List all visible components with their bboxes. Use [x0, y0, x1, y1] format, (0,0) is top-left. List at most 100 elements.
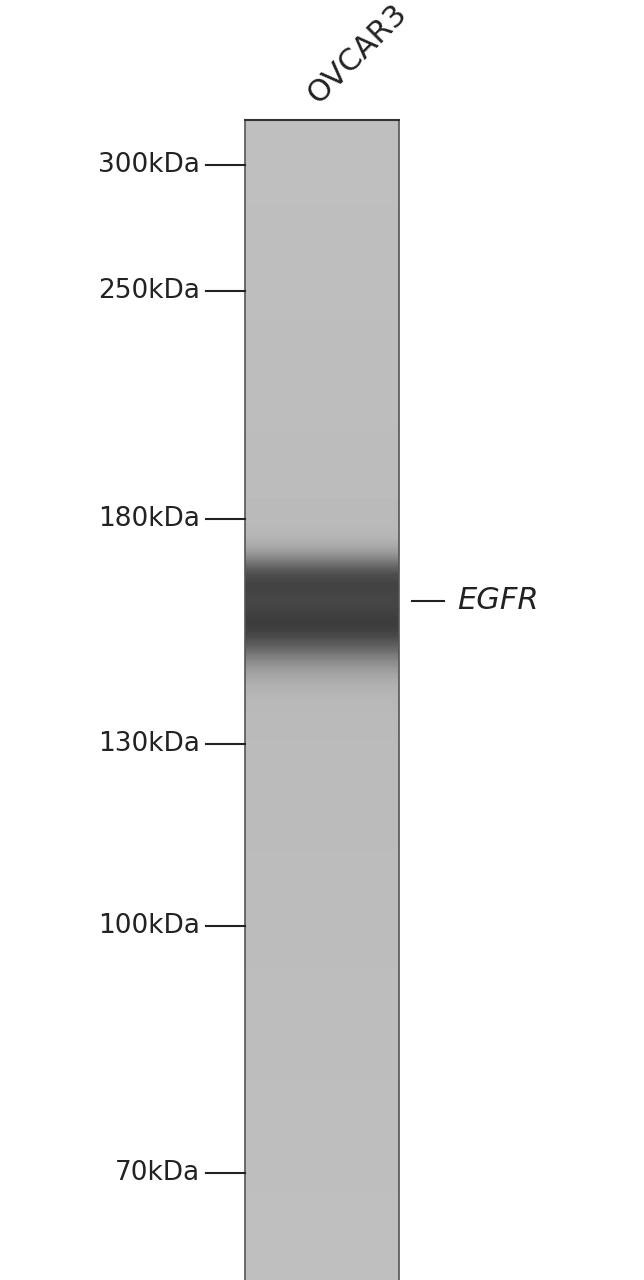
Bar — [245, 582, 399, 584]
Bar — [245, 1094, 399, 1098]
Bar — [245, 596, 399, 599]
Bar — [245, 539, 399, 541]
Bar — [245, 581, 399, 582]
Bar — [245, 1006, 399, 1010]
Bar — [245, 244, 399, 248]
Bar — [245, 426, 399, 430]
Bar — [245, 966, 399, 970]
Bar — [245, 595, 399, 598]
Bar — [245, 558, 399, 561]
Bar — [245, 476, 399, 480]
Bar — [245, 943, 399, 947]
Bar — [245, 576, 399, 580]
Bar — [245, 1129, 399, 1133]
Bar — [245, 982, 399, 987]
Bar — [245, 573, 399, 576]
Bar — [245, 515, 399, 518]
Bar — [245, 694, 399, 696]
Bar — [245, 128, 399, 132]
Bar — [245, 576, 399, 579]
Bar — [245, 716, 399, 719]
Bar — [245, 561, 399, 564]
Bar — [245, 616, 399, 617]
Bar — [245, 513, 399, 516]
Bar — [245, 503, 399, 506]
Bar — [245, 1272, 399, 1276]
Bar — [245, 570, 399, 571]
Bar — [245, 663, 399, 666]
Bar — [245, 614, 399, 617]
Bar — [245, 502, 399, 503]
Bar — [245, 147, 399, 151]
Bar — [245, 690, 399, 692]
Bar — [245, 559, 399, 562]
Bar — [245, 256, 399, 260]
Bar — [245, 275, 399, 279]
Bar — [245, 143, 399, 147]
Bar — [245, 612, 399, 614]
Bar — [245, 604, 399, 608]
Bar — [245, 520, 399, 522]
Bar — [245, 863, 399, 867]
Text: EGFR: EGFR — [457, 586, 539, 616]
Bar — [245, 731, 399, 735]
Bar — [245, 344, 399, 348]
Bar — [245, 221, 399, 225]
Bar — [245, 568, 399, 571]
Bar — [245, 559, 399, 561]
Bar — [245, 1037, 399, 1041]
Bar — [245, 1184, 399, 1188]
Bar — [245, 268, 399, 271]
Bar — [245, 699, 399, 701]
Bar — [245, 692, 399, 696]
Bar — [245, 1025, 399, 1029]
Bar — [245, 689, 399, 691]
Bar — [245, 237, 399, 241]
Bar — [245, 1268, 399, 1272]
Bar — [245, 588, 399, 589]
Bar — [245, 836, 399, 840]
Bar — [245, 186, 399, 189]
Bar — [245, 590, 399, 593]
Bar — [245, 529, 399, 530]
Bar — [245, 151, 399, 155]
Bar — [245, 987, 399, 991]
Bar — [245, 666, 399, 668]
Bar — [245, 762, 399, 765]
Bar — [245, 672, 399, 675]
Bar — [245, 1041, 399, 1044]
Bar — [245, 995, 399, 998]
Bar — [245, 639, 399, 641]
Bar — [245, 878, 399, 882]
Text: 300kDa: 300kDa — [98, 152, 200, 178]
Bar — [245, 549, 399, 550]
Bar — [245, 696, 399, 700]
Bar — [245, 673, 399, 677]
Bar — [245, 739, 399, 742]
Bar — [245, 648, 399, 650]
Bar — [245, 586, 399, 589]
Bar — [245, 553, 399, 556]
Bar — [245, 1014, 399, 1018]
Bar — [245, 584, 399, 588]
Bar — [245, 449, 399, 453]
Bar — [245, 541, 399, 544]
Bar — [245, 571, 399, 572]
Bar — [245, 1211, 399, 1215]
Text: 180kDa: 180kDa — [98, 506, 200, 532]
Bar — [245, 579, 399, 581]
Bar — [245, 686, 399, 689]
Bar — [245, 120, 399, 124]
Bar — [245, 708, 399, 712]
Bar — [245, 422, 399, 426]
Bar — [245, 543, 399, 545]
Bar — [245, 598, 399, 600]
Bar — [245, 719, 399, 723]
Bar — [245, 367, 399, 371]
Bar — [245, 229, 399, 233]
Bar — [245, 545, 399, 548]
Bar — [245, 1234, 399, 1238]
Bar — [245, 646, 399, 649]
Bar — [245, 524, 399, 525]
Bar — [245, 998, 399, 1002]
